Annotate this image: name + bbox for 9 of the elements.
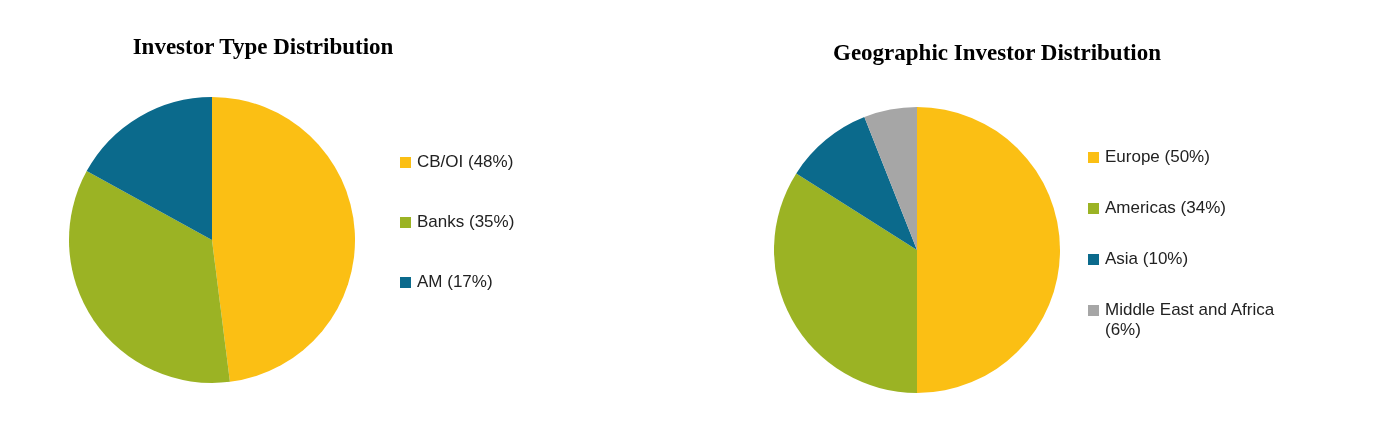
legend-label: Americas (34%) <box>1105 198 1226 218</box>
legend-label: CB/OI (48%) <box>417 152 514 172</box>
chart-title: Geographic Investor Distribution <box>833 40 1161 66</box>
legend-label: Banks (35%) <box>417 212 515 232</box>
legend-label: Europe (50%) <box>1105 147 1210 167</box>
legend-label: Middle East and Africa (6%) <box>1105 300 1276 340</box>
legend-label: Asia (10%) <box>1105 249 1189 269</box>
legend-label: AM (17%) <box>417 272 493 292</box>
chart-title: Investor Type Distribution <box>132 34 394 60</box>
